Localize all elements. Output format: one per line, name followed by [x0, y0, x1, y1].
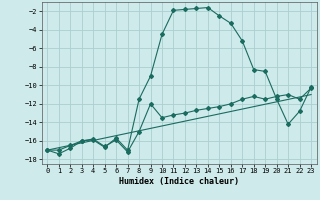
X-axis label: Humidex (Indice chaleur): Humidex (Indice chaleur)	[119, 177, 239, 186]
